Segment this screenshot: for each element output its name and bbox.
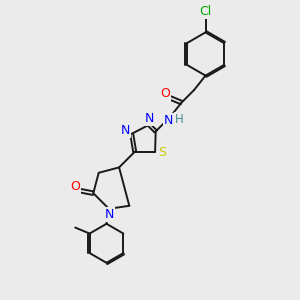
Text: S: S — [158, 146, 166, 159]
Text: N: N — [144, 112, 154, 125]
Text: N: N — [164, 113, 173, 127]
Text: Cl: Cl — [200, 5, 211, 18]
Text: N: N — [105, 208, 114, 221]
Text: N: N — [120, 124, 130, 137]
Text: H: H — [175, 113, 184, 126]
Text: O: O — [160, 86, 169, 100]
Text: O: O — [70, 180, 80, 193]
